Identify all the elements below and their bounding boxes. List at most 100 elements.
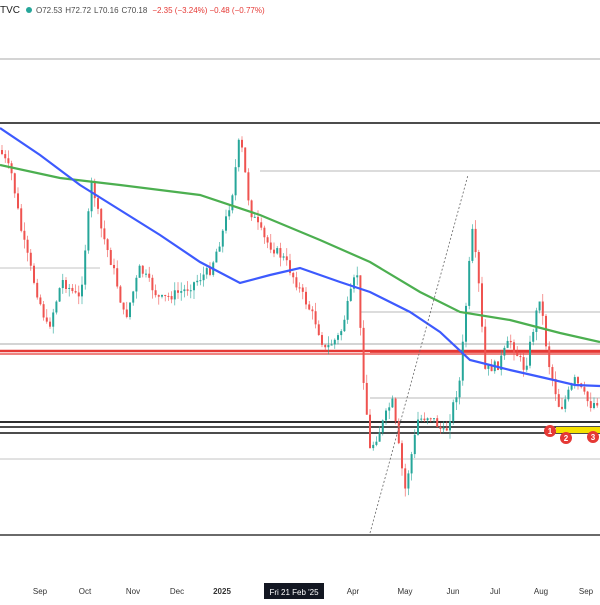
candle <box>314 311 317 325</box>
candle <box>541 301 544 316</box>
candle <box>337 335 339 340</box>
candle <box>61 280 64 289</box>
candle <box>71 287 74 292</box>
horizontal-levels <box>0 58 600 536</box>
candle <box>311 309 314 312</box>
candle <box>125 309 128 318</box>
marker-2[interactable]: 2 <box>560 432 572 444</box>
candle <box>77 292 80 297</box>
candle <box>241 139 243 148</box>
candle <box>397 421 400 444</box>
candle <box>442 428 445 430</box>
candle <box>461 341 464 381</box>
candle <box>433 418 435 420</box>
candle <box>308 304 311 310</box>
candle <box>282 256 285 258</box>
candle <box>445 428 448 431</box>
candle <box>247 172 250 201</box>
candle <box>90 181 93 212</box>
candle <box>260 222 263 228</box>
crosshair-date-box <box>264 583 324 599</box>
candle <box>583 387 586 392</box>
candle <box>538 301 541 311</box>
candle <box>65 280 67 289</box>
candle <box>231 195 234 211</box>
candle <box>391 398 394 408</box>
change-value-2: −0.48 (−0.77%) <box>209 5 265 15</box>
marker-circle <box>544 425 556 437</box>
x-tick-label: May <box>397 587 412 596</box>
candle <box>452 402 455 422</box>
candle <box>183 289 186 292</box>
markers: 1 2 3 <box>544 425 599 444</box>
candle <box>385 410 387 421</box>
candle <box>449 421 451 431</box>
candle <box>154 290 157 296</box>
candle <box>161 295 163 297</box>
candle <box>23 230 26 240</box>
candle <box>58 288 61 302</box>
candle <box>84 250 87 285</box>
candle <box>407 473 410 489</box>
candle <box>458 380 461 398</box>
candle <box>289 260 291 273</box>
candle <box>167 295 170 297</box>
candle <box>33 265 35 283</box>
candle <box>305 291 307 305</box>
candle <box>279 248 282 258</box>
candle <box>362 327 365 383</box>
candle <box>557 394 560 407</box>
symbol-label: TVC <box>0 4 20 16</box>
candle <box>100 208 103 229</box>
x-tick-label: Dec <box>170 587 184 596</box>
candle <box>7 158 10 164</box>
candle <box>586 391 589 402</box>
candle <box>196 280 199 283</box>
candle <box>471 228 474 261</box>
marker-circle <box>587 431 599 443</box>
candle <box>324 344 327 348</box>
candle <box>356 275 359 278</box>
candle <box>295 277 298 288</box>
candle <box>157 295 160 297</box>
candle <box>413 434 416 455</box>
candle <box>484 326 487 369</box>
candle <box>257 216 259 223</box>
candle <box>122 302 125 310</box>
candle <box>474 228 477 253</box>
candle <box>573 377 576 385</box>
candle <box>509 340 512 343</box>
candle <box>561 406 563 409</box>
candle <box>420 418 423 420</box>
marker-label: 3 <box>591 433 596 442</box>
candle <box>487 365 490 369</box>
candle <box>455 397 458 403</box>
candle <box>359 275 362 328</box>
marker-1[interactable]: 1 <box>544 425 556 437</box>
candle <box>369 414 371 449</box>
marker-3[interactable]: 3 <box>587 431 599 443</box>
candle <box>132 291 135 303</box>
candle <box>535 310 538 332</box>
candle <box>481 283 483 327</box>
candle <box>106 239 109 251</box>
x-tick-label: Nov <box>126 587 140 596</box>
candle <box>202 274 205 281</box>
close-value: C70.18 <box>121 5 148 15</box>
candle <box>45 317 48 322</box>
candle <box>330 344 333 346</box>
candle <box>93 181 96 199</box>
candle <box>298 287 301 289</box>
candle <box>199 280 202 282</box>
candle <box>285 256 288 261</box>
candle <box>570 384 573 390</box>
candle <box>209 268 211 275</box>
candle <box>237 139 240 168</box>
candle <box>103 228 106 240</box>
candle <box>42 304 45 318</box>
candle <box>173 290 176 300</box>
candle <box>564 399 567 409</box>
candle <box>529 341 531 366</box>
